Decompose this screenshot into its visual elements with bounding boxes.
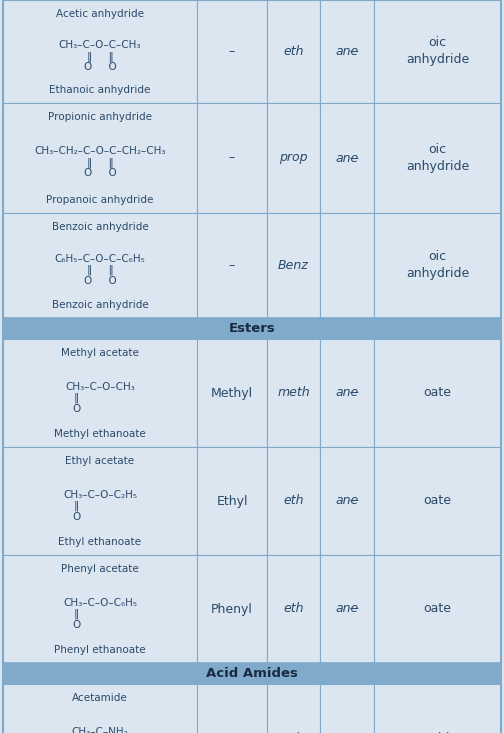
Text: C₆H₅–C–O–C–C₆H₅: C₆H₅–C–O–C–C₆H₅ (54, 254, 145, 264)
Text: Phenyl ethanoate: Phenyl ethanoate (54, 645, 146, 655)
Text: O: O (73, 404, 81, 413)
Bar (197, 447, 267, 555)
Text: O     O: O O (84, 62, 116, 73)
Text: O     O: O O (84, 276, 116, 286)
Bar (267, 339, 320, 447)
Bar (374, 684, 501, 733)
Text: CH₃–C–O–CH₃: CH₃–C–O–CH₃ (65, 381, 135, 391)
Text: Propanoic anhydride: Propanoic anhydride (46, 195, 154, 205)
Text: ‖     ‖: ‖ ‖ (87, 51, 113, 62)
Text: Methyl: Methyl (211, 386, 253, 399)
Bar (374, 103, 501, 213)
Text: prop: prop (279, 152, 308, 164)
Bar (267, 447, 320, 555)
Bar (197, 339, 267, 447)
Text: Ethyl ethanoate: Ethyl ethanoate (58, 537, 142, 547)
Text: Acetic anhydride: Acetic anhydride (56, 9, 144, 19)
Bar (3, 684, 197, 733)
Text: ‖: ‖ (74, 500, 79, 511)
Bar (3, 447, 197, 555)
Bar (320, 0, 374, 103)
Bar (267, 555, 320, 663)
Bar (267, 103, 320, 213)
Text: Acetamide: Acetamide (72, 693, 128, 703)
Bar (267, 213, 320, 318)
Text: Benz: Benz (278, 259, 309, 272)
Text: ‖     ‖: ‖ ‖ (87, 265, 113, 276)
Bar (3, 213, 197, 318)
Text: Acid Amides: Acid Amides (206, 667, 298, 680)
Text: oate: oate (423, 603, 452, 616)
Bar (267, 684, 320, 733)
Text: oate: oate (423, 495, 452, 507)
Text: eth: eth (283, 603, 304, 616)
Text: ane̶: ane̶ (335, 495, 359, 507)
Bar (320, 103, 374, 213)
Bar (3, 339, 197, 447)
Text: meth: meth (277, 386, 310, 399)
Bar (374, 213, 501, 318)
Text: ane̶: ane̶ (335, 603, 359, 616)
Text: ane̶: ane̶ (335, 386, 359, 399)
Text: Ethyl: Ethyl (216, 495, 248, 507)
Text: Methyl ethanoate: Methyl ethanoate (54, 429, 146, 439)
Bar (320, 555, 374, 663)
Text: CH₃–C–NH₂: CH₃–C–NH₂ (72, 727, 129, 733)
Bar (3, 0, 197, 103)
Text: Methyl acetate: Methyl acetate (61, 348, 139, 358)
Text: ane̶: ane̶ (335, 152, 359, 164)
Bar (3, 318, 501, 339)
Text: –: – (229, 45, 235, 58)
Text: oic
anhydride: oic anhydride (406, 143, 469, 173)
Text: Phenyl acetate: Phenyl acetate (61, 564, 139, 574)
Bar (320, 447, 374, 555)
Bar (267, 0, 320, 103)
Text: oate: oate (423, 386, 452, 399)
Bar (3, 103, 197, 213)
Bar (197, 213, 267, 318)
Text: CH₃–C–O–C–CH₃: CH₃–C–O–C–CH₃ (59, 40, 141, 51)
Text: ‖     ‖: ‖ ‖ (87, 157, 113, 168)
Bar (320, 213, 374, 318)
Bar (3, 555, 197, 663)
Text: CH₃–C–O–C₂H₅: CH₃–C–O–C₂H₅ (63, 490, 137, 499)
Text: CH₃–C–O–C₆H₅: CH₃–C–O–C₆H₅ (63, 597, 137, 608)
Text: Esters: Esters (229, 322, 275, 335)
Text: oic
anhydride: oic anhydride (406, 251, 469, 281)
Bar (320, 684, 374, 733)
Text: –: – (229, 259, 235, 272)
Text: eth: eth (283, 495, 304, 507)
Bar (197, 0, 267, 103)
Text: eth: eth (283, 45, 304, 58)
Text: Propionic anhydride: Propionic anhydride (48, 112, 152, 122)
Text: Benzoic anhydride: Benzoic anhydride (51, 222, 148, 232)
Bar (374, 339, 501, 447)
Bar (320, 339, 374, 447)
Bar (374, 0, 501, 103)
Text: Benzoic anhydride: Benzoic anhydride (51, 300, 148, 310)
Text: O: O (73, 512, 81, 521)
Text: ane̶: ane̶ (335, 45, 359, 58)
Text: CH₃–CH₂–C–O–C–CH₂–CH₃: CH₃–CH₂–C–O–C–CH₂–CH₃ (34, 147, 166, 156)
Bar (374, 555, 501, 663)
Text: O     O: O O (84, 169, 116, 178)
Text: –: – (229, 152, 235, 164)
Text: oic
anhydride: oic anhydride (406, 37, 469, 67)
Text: O: O (73, 619, 81, 630)
Text: Phenyl: Phenyl (211, 603, 253, 616)
Bar (197, 684, 267, 733)
Text: Ethanoic anhydride: Ethanoic anhydride (49, 85, 151, 95)
Bar (3, 663, 501, 684)
Text: ‖: ‖ (74, 608, 79, 619)
Text: Ethyl acetate: Ethyl acetate (66, 456, 135, 466)
Bar (197, 103, 267, 213)
Text: ‖: ‖ (74, 392, 79, 402)
Bar (374, 447, 501, 555)
Bar (197, 555, 267, 663)
